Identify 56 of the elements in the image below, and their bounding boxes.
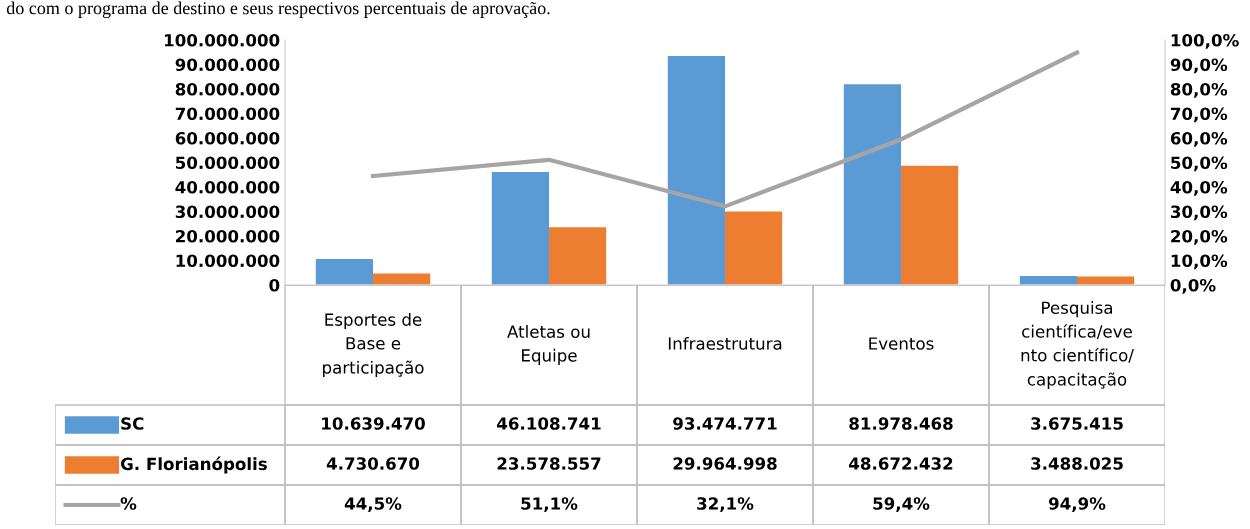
data-label: 46.108.741 [497, 417, 601, 430]
y2-tick-label: 30,0% [1170, 205, 1228, 221]
data-label: 48.672.432 [849, 457, 953, 470]
x-tick-label: Esportes de Base e participação [323, 312, 424, 378]
bar [491, 172, 549, 285]
data-label: 51,1% [521, 497, 578, 512]
bar [373, 273, 431, 285]
bar [315, 258, 373, 285]
y2-tick-label: 10,0% [1171, 254, 1228, 270]
data-label: 3.675.415 [1031, 417, 1123, 430]
data-label: 23.578.557 [497, 457, 601, 470]
y-tick-label: 40.000.000 [175, 180, 280, 194]
data-label: 4.730.670 [326, 457, 420, 470]
y2-tick-label: 80,0% [1170, 82, 1228, 98]
x-tick-label: Pesquisa científica/eve nto científico/ capacitação [1021, 301, 1134, 389]
bar [843, 84, 901, 285]
x-tick-label: Infraestrutura [668, 336, 782, 350]
data-label: 94,9% [1048, 497, 1106, 512]
y-tick-label: 20.000.000 [176, 229, 280, 243]
legend-label: SC [121, 417, 144, 430]
y2-tick-label: 90,0% [1170, 58, 1228, 74]
bar [667, 55, 725, 285]
y2-tick-label: 50,0% [1171, 156, 1228, 172]
y2-tick-label: 70,0% [1170, 107, 1228, 123]
data-label: 44,5% [344, 497, 402, 512]
y-tick-label: 70.000.000 [175, 107, 280, 121]
y2-tick-label: 40,0% [1170, 180, 1228, 196]
legend-label: % [120, 497, 137, 510]
data-label: 59,4% [873, 497, 930, 512]
x-tick-label: Eventos [869, 337, 934, 350]
y2-tick-label: 60,0% [1170, 131, 1228, 147]
bar [725, 211, 783, 285]
y-tick-label: 50.000.000 [175, 156, 280, 170]
x-tick-label: Atletas ou Equipe [507, 325, 590, 365]
bar [901, 165, 959, 285]
y2-tick-label: 0,0% [1170, 278, 1216, 294]
legend-label: G. Florianópolis [120, 456, 267, 474]
y2-tick-label: 20,0% [1171, 229, 1228, 245]
data-label: 10.639.470 [322, 417, 425, 430]
line-series [370, 50, 1080, 209]
y2-tick-label: 100,0% [1171, 33, 1239, 49]
data-label: 93.474.771 [673, 417, 777, 430]
y-tick-label: 60.000.000 [175, 131, 280, 145]
y-tick-label: 30.000.000 [175, 205, 280, 219]
data-label: 32,1% [697, 497, 754, 512]
bar [1077, 276, 1135, 285]
y-tick-label: 0 [269, 278, 280, 292]
data-label: 3.488.025 [1031, 457, 1123, 470]
bar [549, 227, 607, 285]
y-tick-label: 80.000.000 [175, 82, 280, 96]
text: do com o programa de destino e seus respectivos percentuais de aprovação. [6, 1, 550, 19]
y-tick-label: 100.000.000 [164, 33, 280, 47]
y-tick-label: 90.000.000 [175, 58, 280, 72]
data-label: 29.964.998 [673, 457, 777, 470]
y-tick-label: 10.000.000 [176, 254, 280, 268]
data-label: 81.978.468 [849, 417, 953, 430]
